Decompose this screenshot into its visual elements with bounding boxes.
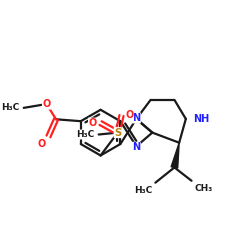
Text: O: O [125, 110, 134, 120]
Text: H₃C: H₃C [1, 103, 19, 112]
Text: H₃C: H₃C [76, 130, 94, 139]
Text: S: S [114, 128, 121, 138]
Text: H₃C: H₃C [134, 186, 152, 194]
Text: CH₃: CH₃ [194, 184, 213, 193]
Polygon shape [171, 143, 179, 168]
Text: O: O [42, 99, 51, 109]
Text: N: N [132, 113, 140, 123]
Text: O: O [37, 139, 46, 149]
Text: N: N [132, 142, 140, 152]
Text: O: O [88, 118, 97, 128]
Text: NH: NH [194, 114, 210, 124]
